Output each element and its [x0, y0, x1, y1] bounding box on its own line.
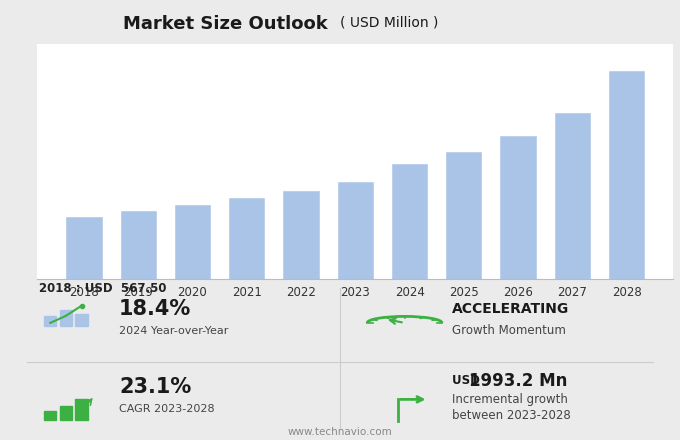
Text: 2018 : USD  567.50: 2018 : USD 567.50: [39, 282, 167, 296]
Text: ( USD Million ): ( USD Million ): [340, 15, 439, 29]
Bar: [609, 71, 645, 279]
Bar: [60, 310, 72, 326]
Bar: [175, 205, 210, 279]
Text: CAGR 2023-2028: CAGR 2023-2028: [119, 404, 215, 414]
Text: Incremental growth: Incremental growth: [452, 393, 568, 406]
Bar: [555, 113, 590, 279]
Text: 23.1%: 23.1%: [119, 377, 191, 397]
Text: 18.4%: 18.4%: [119, 299, 191, 319]
Bar: [500, 136, 536, 279]
Bar: [44, 316, 56, 326]
Text: www.technavio.com: www.technavio.com: [288, 427, 392, 437]
Bar: [229, 198, 265, 279]
Text: Growth Momentum: Growth Momentum: [452, 324, 566, 337]
Text: 2024 Year-over-Year: 2024 Year-over-Year: [119, 326, 228, 336]
Bar: [67, 217, 101, 279]
Bar: [284, 191, 319, 279]
Text: USD: USD: [452, 374, 484, 387]
Bar: [44, 411, 56, 420]
Text: Market Size Outlook: Market Size Outlook: [123, 15, 340, 33]
Text: between 2023-2028: between 2023-2028: [452, 408, 571, 422]
Bar: [75, 399, 88, 420]
Bar: [60, 406, 72, 420]
Text: ACCELERATING: ACCELERATING: [452, 302, 569, 316]
Text: 1993.2 Mn: 1993.2 Mn: [469, 372, 568, 390]
Bar: [446, 152, 481, 279]
Bar: [392, 164, 427, 279]
Bar: [120, 212, 156, 279]
Bar: [75, 314, 88, 326]
Bar: [338, 182, 373, 279]
